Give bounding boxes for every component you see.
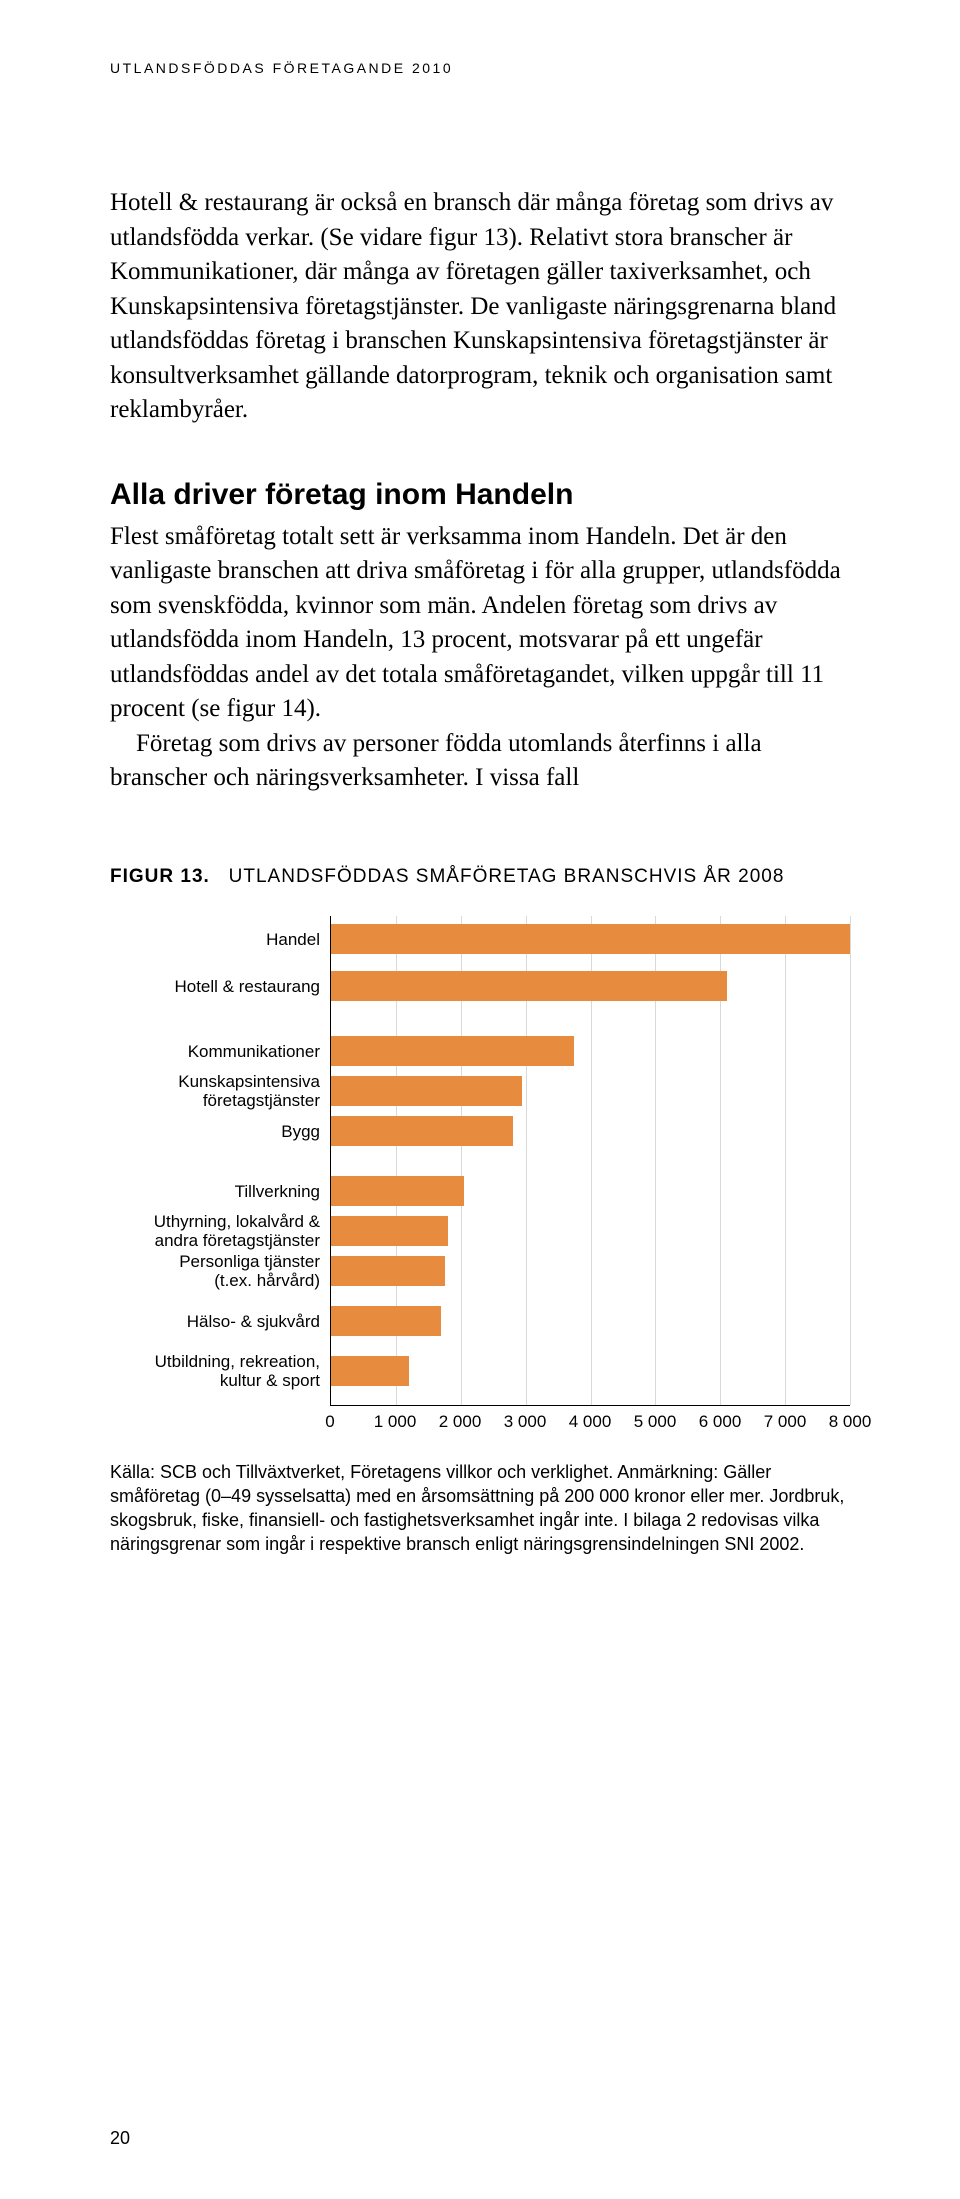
bar-row <box>331 1076 850 1106</box>
category-label: Hälso- & sjukvård <box>110 1312 320 1332</box>
bar-chart: Handel Hotell & restaurang Kommunikationer… <box>110 916 850 1446</box>
figure-title: UTLANDSFÖDDAS SMÅFÖRETAG BRANSCHVIS ÅR 2… <box>229 866 785 887</box>
category-label: Hotell & restaurang <box>110 977 320 997</box>
running-header: UTLANDSFÖDDAS FÖRETAGANDE 2010 <box>110 60 850 76</box>
bar <box>331 1256 445 1286</box>
page-number: 20 <box>110 2128 130 2149</box>
bar <box>331 1356 409 1386</box>
bar-row <box>331 924 850 954</box>
chart-gridline <box>850 916 851 1405</box>
page: UTLANDSFÖDDAS FÖRETAGANDE 2010 Hotell & … <box>0 0 960 2199</box>
x-tick-label: 6 000 <box>699 1412 742 1432</box>
x-tick-label: 3 000 <box>504 1412 547 1432</box>
body-paragraph-1: Hotell & restaurang är också en bransch … <box>110 186 850 428</box>
body-paragraph-2b-text: Företag som drivs av personer födda utom… <box>110 730 762 792</box>
category-label: Kunskapsintensiva företagstjänster <box>110 1072 320 1111</box>
figure-label: FIGUR 13. UTLANDSFÖDDAS SMÅFÖRETAG BRANS… <box>110 866 850 888</box>
body-paragraph-2: Flest småföretag totalt sett är verksamm… <box>110 520 850 727</box>
x-tick-label: 4 000 <box>569 1412 612 1432</box>
bar-row <box>331 1356 850 1386</box>
bar-row <box>331 971 850 1001</box>
bar-row <box>331 1036 850 1066</box>
bar-row <box>331 1216 850 1246</box>
x-tick-label: 8 000 <box>829 1412 872 1432</box>
category-label: Handel <box>110 930 320 950</box>
category-label: Utbildning, rekreation, kultur & sport <box>110 1352 320 1391</box>
category-label: Uthyrning, lokalvård & andra företagstjä… <box>110 1212 320 1251</box>
bar <box>331 1116 513 1146</box>
body-paragraph-2b: Företag som drivs av personer födda utom… <box>110 727 850 796</box>
x-axis-ticks: 01 0002 0003 0004 0005 0006 0007 0008 00… <box>330 1406 850 1446</box>
bar-row <box>331 1306 850 1336</box>
category-label: Personliga tjänster (t.ex. hårvård) <box>110 1252 320 1291</box>
bar <box>331 1306 441 1336</box>
x-tick-label: 5 000 <box>634 1412 677 1432</box>
chart-plot-area <box>330 916 850 1406</box>
bar-row <box>331 1256 850 1286</box>
bar <box>331 1036 574 1066</box>
category-label: Bygg <box>110 1122 320 1142</box>
x-tick-label: 0 <box>325 1412 334 1432</box>
bar-row <box>331 1176 850 1206</box>
bar-row <box>331 1116 850 1146</box>
category-label: Kommunikationer <box>110 1042 320 1062</box>
bar <box>331 1176 464 1206</box>
category-labels: Handel Hotell & restaurang Kommunikationer… <box>110 916 320 1406</box>
x-tick-label: 7 000 <box>764 1412 807 1432</box>
x-tick-label: 1 000 <box>374 1412 417 1432</box>
bar <box>331 971 727 1001</box>
bar <box>331 924 850 954</box>
figure-source-note: Källa: SCB och Tillväxtverket, Företagen… <box>110 1460 850 1557</box>
category-label: Tillverkning <box>110 1182 320 1202</box>
section-title: Alla driver företag inom Handeln <box>110 478 850 512</box>
figure-number: FIGUR 13. <box>110 866 210 887</box>
bar <box>331 1076 522 1106</box>
x-tick-label: 2 000 <box>439 1412 482 1432</box>
bar <box>331 1216 448 1246</box>
